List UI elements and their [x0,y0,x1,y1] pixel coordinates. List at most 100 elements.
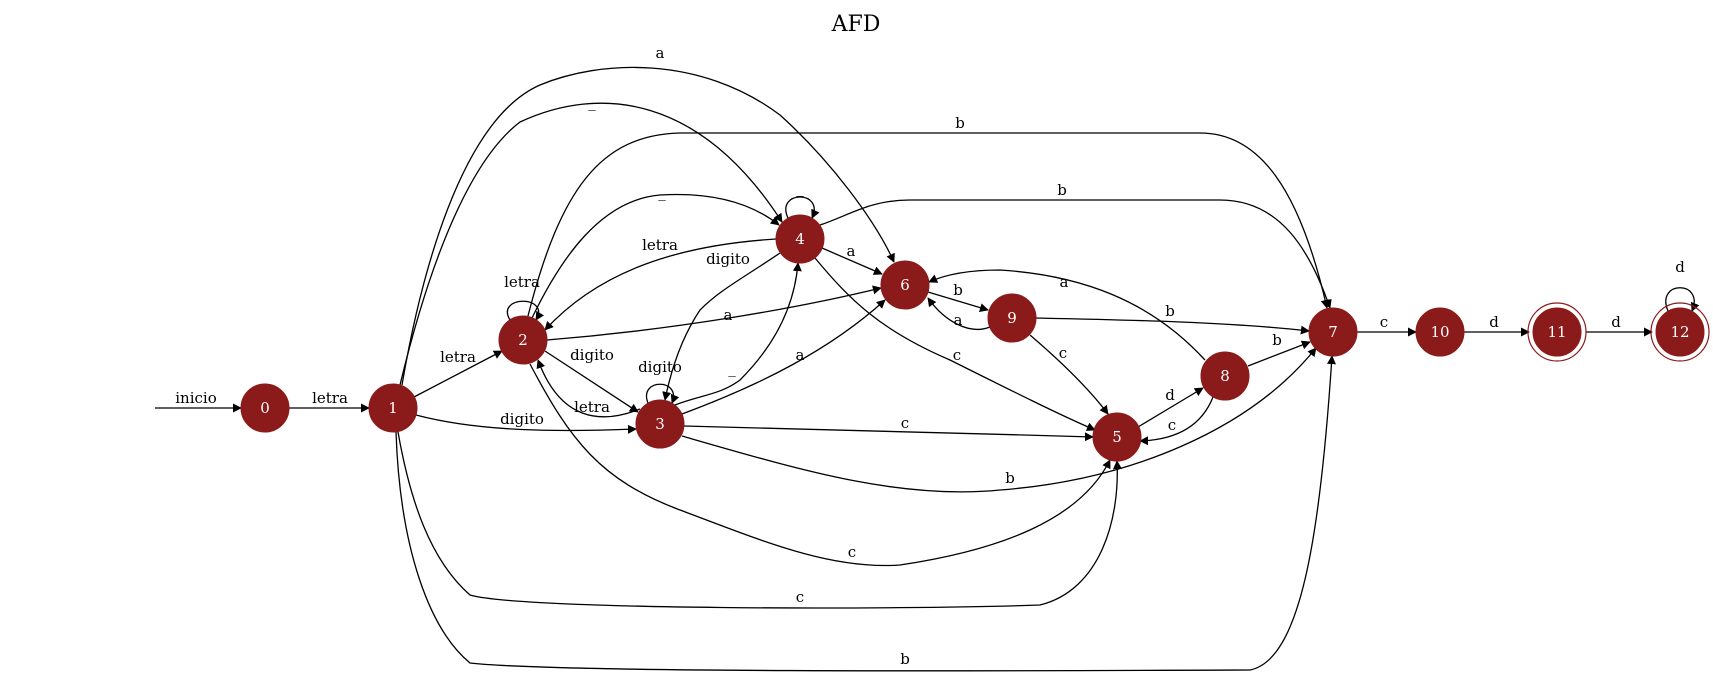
transition-6-9 [927,291,989,312]
transition-label-7-10: c [1380,313,1388,331]
state-3: 3 [635,399,685,449]
transition-9-5 [1029,334,1109,415]
transition-label-3-7: b [1005,469,1015,487]
transition-8-5 [1139,396,1214,446]
transition-label-9-7: b [1165,302,1175,320]
accepting-ring [1527,302,1587,362]
transition-label-9-5: c [1059,344,1067,362]
transition-4-3 [662,252,781,401]
transition-label-0-1: letra [312,389,348,407]
state-label: 10 [1430,323,1449,341]
transition-2-2 [506,300,545,321]
transition-label-9-6: a [954,311,963,329]
state-circle [240,383,290,433]
accepting-ring [1650,302,1710,362]
transition-1-7 [395,355,1336,672]
transition-9-6 [927,297,991,330]
transition-label-5-8: d [1165,386,1175,404]
state-circle [1200,351,1250,401]
transition-4-6 [821,247,883,275]
state-label: 8 [1220,367,1230,385]
transition-label-10-11: d [1489,313,1499,331]
state-8: 8 [1200,351,1250,401]
transition-3-6 [681,299,886,415]
transition-4-7 [819,199,1332,309]
state-7: 7 [1308,307,1358,357]
transition-1-5 [397,431,1122,609]
state-circle [1092,412,1142,462]
transition-3-3 [645,383,680,404]
transition-label-4-3: digito [706,250,750,268]
transition-4-4 [785,196,820,219]
state-label: 3 [655,415,665,433]
state-circle [1415,307,1465,357]
transition-5-8 [1137,387,1204,428]
transition-label-1-3: digito [500,410,544,428]
state-9: 9 [987,293,1037,343]
state-circle [635,399,685,449]
transition-label-8-5: c [1168,416,1176,434]
transition-12-12 [1665,287,1700,312]
transition-label-4-6: a [847,242,856,260]
transition-8-7 [1247,340,1311,367]
state-circle [368,383,418,433]
state-label: 2 [518,331,528,349]
transition-4-2 [544,238,777,331]
transition-label-3-2: letra [574,398,610,416]
transition-1-6 [401,66,895,386]
transition-label-1-5: c [796,588,804,606]
transition-1-2 [413,350,503,398]
transition-2-3 [544,350,639,413]
diagram-title: AFD [831,12,881,37]
state-label: 4 [795,230,805,248]
transition-label-8-6: a [1060,273,1069,291]
state-12: 12 [1650,302,1710,362]
transition-label-3-3: digito [638,358,682,376]
transition-label-2-4: _ [658,183,666,201]
transition-3-5 [683,425,1094,442]
state-0: 0 [240,383,290,433]
transition-label-1-6: a [656,44,665,62]
transition-label-4-4: _ [796,179,804,197]
state-circle [1655,307,1705,357]
transition-labels-layer: inicio letraletradigitoa_cbletradigito_ab… [175,44,1685,668]
state-10: 10 [1415,307,1465,357]
transition-label-3-5: c [901,414,909,432]
state-circle [1308,307,1358,357]
transition-label-12-12: d [1675,258,1685,276]
start-label: inicio [175,389,216,407]
transition-2-6 [546,285,882,341]
state-circle [775,214,825,264]
transition-label-4-7: b [1057,181,1067,199]
transition-1-3 [415,414,637,434]
transition-label-2-2: letra [504,273,540,291]
transition-2-7 [527,132,1330,317]
transition-3-2 [536,359,641,418]
state-2: 2 [498,315,548,365]
state-circle [498,315,548,365]
state-circle [880,260,930,310]
transition-label-6-9: b [953,281,963,299]
transition-label-4-5: c [953,346,961,364]
state-label: 1 [388,399,398,417]
transition-label-4-2: letra [642,236,678,254]
transition-9-7 [1035,317,1310,335]
transition-label-1-2: letra [440,348,476,366]
transition-label-3-6: a [796,346,805,364]
state-5: 5 [1092,412,1142,462]
transition-1-4 [399,102,783,386]
transition-label-1-7: b [900,650,910,668]
transition-8-6 [928,269,1206,361]
transition-label-8-7: b [1272,331,1282,349]
transitions-layer [155,66,1700,672]
transition-label-2-3: digito [570,346,614,364]
transition-2-5 [529,363,1111,567]
state-4: 4 [775,214,825,264]
state-label: 7 [1328,323,1338,341]
transition-label-3-4: _ [728,359,736,377]
transition-3-4 [674,262,802,406]
transition-2-4 [531,193,780,319]
transition-label-11-12: d [1611,313,1621,331]
